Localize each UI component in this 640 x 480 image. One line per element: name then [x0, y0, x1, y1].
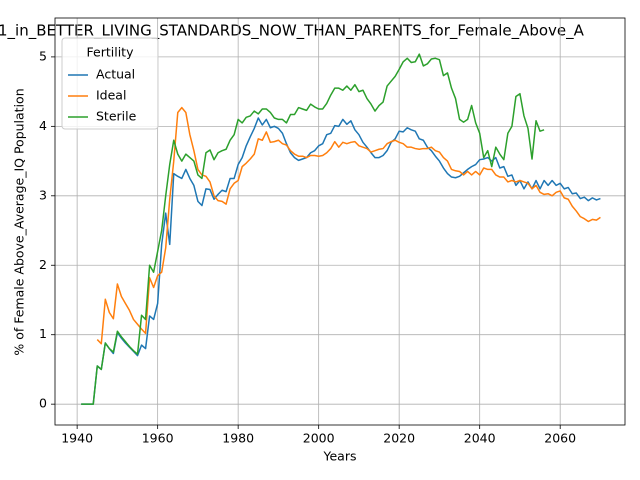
y-axis-label: % of Female Above_Average_IQ Population	[12, 88, 27, 355]
legend-title: Fertility	[87, 45, 135, 60]
x-tick-label: 1960	[142, 431, 174, 446]
legend-label: Ideal	[96, 88, 126, 103]
x-tick-label: 1940	[61, 431, 93, 446]
x-tick-label: 2060	[544, 431, 576, 446]
y-tick-label: 0	[39, 396, 47, 411]
chart-title: 1_in_BETTER_LIVING_STANDARDS_NOW_THAN_PA…	[0, 22, 585, 41]
x-tick-label: 1980	[222, 431, 254, 446]
legend-box	[61, 37, 159, 130]
y-tick-label: 1	[39, 326, 47, 341]
x-axis-label: Years	[323, 449, 357, 464]
plot-frame	[54, 17, 626, 426]
series-line	[96, 106, 601, 345]
legend-label: Sterile	[96, 109, 137, 124]
y-tick-label: 2	[39, 257, 47, 272]
y-tick-label: 4	[39, 118, 47, 133]
series-line	[81, 53, 545, 405]
legend-label: Actual	[96, 67, 135, 82]
y-tick-label: 3	[39, 187, 47, 202]
x-tick-label: 2040	[464, 431, 496, 446]
x-tick-label: 2020	[383, 431, 415, 446]
y-tick-label: 5	[39, 48, 47, 63]
x-tick-label: 2000	[303, 431, 335, 446]
series-line	[81, 117, 601, 405]
